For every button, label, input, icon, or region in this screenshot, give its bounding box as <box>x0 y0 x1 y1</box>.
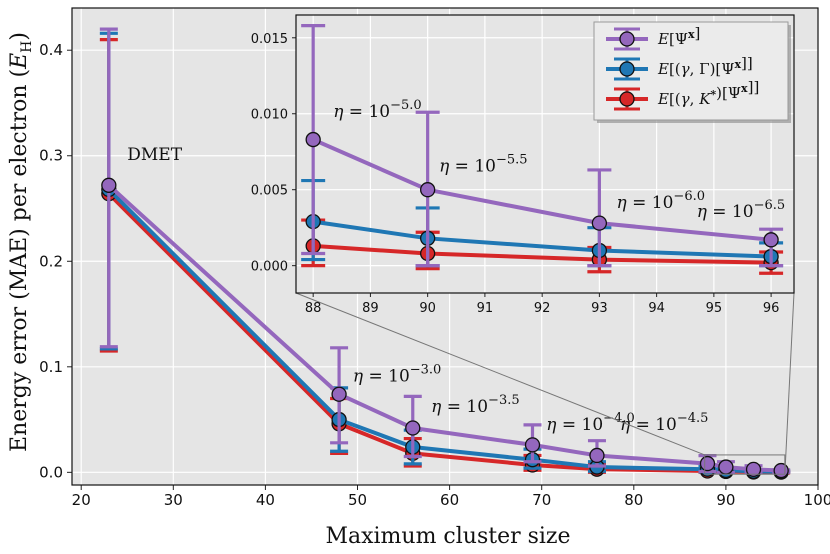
inset-x-tick-label: 90 <box>419 301 436 316</box>
x-tick-label: 80 <box>624 491 643 509</box>
inset-series-psi-point <box>591 215 608 231</box>
series-psi-point <box>524 437 541 453</box>
y-axis-title-unit-sub: H <box>19 41 35 53</box>
series-psi-point <box>101 177 117 193</box>
inset-annotation-label: η = 10−6.0 <box>617 189 705 213</box>
series-psi-point <box>745 461 762 478</box>
y-tick-label: 0.2 <box>39 252 63 270</box>
plot-frame <box>71 7 819 486</box>
inset-annotation-label: η = 10−5.5 <box>439 152 527 176</box>
legend-marker <box>619 31 635 47</box>
legend: E[Ψx] E[(γ, Γ)[Ψx]]E[(γ, K*)[Ψx]] <box>593 21 791 123</box>
inset-series-psi-line <box>312 137 772 242</box>
inset-plot: 88 89 90 91 92 93 94 95 96 0.000 0.005 0.010 0.015 η … <box>251 14 795 316</box>
y-axis-title: Energy error (MAE) per electron (EH) <box>7 32 35 452</box>
inset-x-tick-label: 92 <box>534 301 551 316</box>
inset-x-tick-label: 89 <box>362 301 379 316</box>
legend-marker <box>619 91 635 107</box>
inset-series-psi-point <box>305 131 321 148</box>
x-axis-title: Maximum cluster size <box>325 524 570 549</box>
inset-y-tick-label: 0.015 <box>251 32 288 47</box>
x-tick-label: 30 <box>164 491 183 509</box>
legend-entry: E[Ψx] <box>606 24 700 51</box>
x-tick-label: 40 <box>256 491 275 509</box>
inset-annotation-label: η = 10−5.0 <box>333 98 421 122</box>
inset-y-tick-label: 0.010 <box>251 108 288 123</box>
annotation-label: η = 10−3.0 <box>353 363 441 387</box>
legend-label: E[(γ, Γ)[Ψx]] <box>657 54 753 78</box>
series-psi-point <box>405 420 421 436</box>
y-axis-title-unit: E <box>7 53 32 70</box>
x-tick-label: 70 <box>532 491 551 509</box>
x-tick-label: 50 <box>348 491 367 509</box>
inset-x-tick-label: 93 <box>591 301 608 316</box>
legend-entry: E[(γ, Γ)[Ψx]] <box>606 54 753 81</box>
x-tick-label: 60 <box>440 491 459 509</box>
series-psi-point <box>699 455 716 472</box>
inset-series-psi <box>301 24 784 268</box>
zoom-connector <box>295 292 705 456</box>
inset-frame <box>295 14 795 294</box>
y-axis-title-main: Energy error (MAE) per electron ( <box>7 69 32 452</box>
annotation-label: η = 10−4.0 <box>546 411 634 435</box>
y-tick-label: 0.3 <box>39 147 63 165</box>
y-tick-label: 0.0 <box>39 463 63 481</box>
inset-x-tick-label: 88 <box>305 301 322 316</box>
series-psi-point <box>589 447 605 464</box>
legend-label: E[Ψx] <box>657 24 700 48</box>
legend-label: E[(γ, K*)[Ψx]] <box>657 78 759 108</box>
x-tick-label: 90 <box>716 491 735 509</box>
inset-x-tick-label: 95 <box>706 301 723 316</box>
inset-x-tick-label: 94 <box>648 301 665 316</box>
series-psi-point <box>718 459 734 475</box>
inset-series-psi-point <box>420 182 436 198</box>
inset-series-gamma-K-line <box>313 243 772 265</box>
y-tick-label: 0.4 <box>39 41 63 59</box>
x-tick-label: 100 <box>804 491 830 509</box>
inset-series-gamma-Gamma-line <box>312 219 772 259</box>
inset-y-tick-label: 0.005 <box>251 184 288 199</box>
y-tick-label: 0.1 <box>39 358 63 376</box>
legend-marker <box>619 61 635 77</box>
inset-annotation-label: η = 10−6.5 <box>697 198 785 222</box>
series-psi-point <box>773 462 789 479</box>
zoom-indicator <box>295 292 795 475</box>
inset-x-tick-label: 96 <box>763 301 780 316</box>
annotation-label: DMET <box>127 145 182 165</box>
x-tick-label: 20 <box>72 491 91 509</box>
inset-x-tick-label: 91 <box>477 301 494 316</box>
zoom-connector <box>784 292 795 475</box>
legend-entry: E[(γ, K*)[Ψx]] <box>606 78 759 111</box>
inset-series-psi-point <box>763 232 779 248</box>
annotation-label: η = 10−3.5 <box>431 393 519 417</box>
series-psi-point <box>331 386 347 402</box>
inset-y-tick-label: 0.000 <box>251 260 288 275</box>
